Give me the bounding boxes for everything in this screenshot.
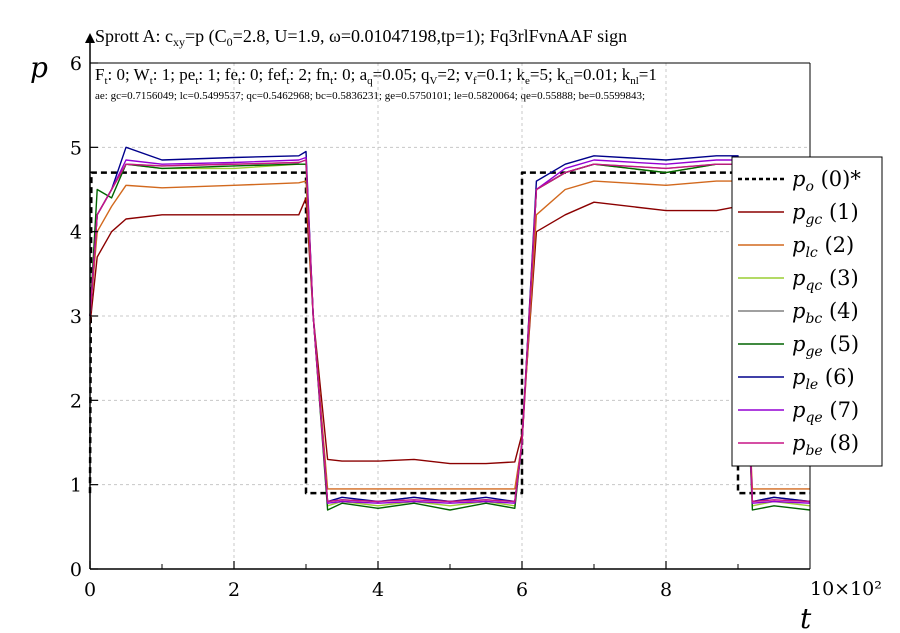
series-line-o bbox=[88, 171, 810, 495]
legend-label: ple (6) bbox=[792, 365, 855, 393]
series-line-lc bbox=[89, 180, 810, 490]
ticks: 0 1 2 3 4 5 6 0 2 4 6 8 bbox=[70, 53, 739, 601]
y-tick-label: 2 bbox=[70, 390, 82, 412]
x-axis-title: t bbox=[800, 602, 812, 633]
y-tick-label: 3 bbox=[70, 306, 82, 328]
x-tick-label: 4 bbox=[372, 579, 384, 601]
ae-line: ae: gc=0.7156049; lc=0.5499537; qc=0.546… bbox=[95, 90, 645, 102]
y-axis-title: p bbox=[30, 51, 48, 84]
series-layer bbox=[88, 146, 811, 511]
x-tick-label: 8 bbox=[660, 579, 672, 601]
series-line-ge bbox=[89, 163, 811, 511]
series-line-gc bbox=[89, 197, 810, 465]
series-line-le bbox=[89, 146, 811, 503]
legend-label: pge (5) bbox=[792, 332, 859, 360]
chart-title: Sprott A: cxy=p (C0=2.8, U=1.9, ω=0.0104… bbox=[95, 26, 627, 49]
x-tick-label: 6 bbox=[516, 579, 528, 601]
series-line-qe bbox=[89, 156, 811, 504]
y-tick-label: 6 bbox=[70, 53, 82, 75]
x-tick-label: 0 bbox=[84, 579, 96, 601]
legend-label: pqc (3) bbox=[792, 266, 859, 294]
x-multiplier-label: 10×10² bbox=[810, 578, 882, 600]
legend-label: pgc (1) bbox=[792, 200, 859, 228]
legend: po (0)* pgc (1) plc (2) pqc (3) pbc (4) pge (… bbox=[731, 156, 883, 467]
legend-label: pbe (8) bbox=[792, 431, 859, 459]
legend-label: pbc (4) bbox=[792, 299, 859, 327]
legend-label: plc (2) bbox=[792, 233, 854, 261]
x-tick-label: 2 bbox=[228, 579, 240, 601]
y-tick-label: 1 bbox=[70, 475, 82, 497]
y-tick-label: 5 bbox=[70, 137, 82, 159]
grid bbox=[90, 62, 811, 570]
series-line-be bbox=[89, 159, 811, 503]
y-tick-label: 0 bbox=[70, 559, 82, 581]
y-axis-arrow bbox=[85, 33, 95, 43]
legend-label: po (0)* bbox=[792, 167, 861, 195]
params-line: Ft: 0; Wt: 1; pet: 1; fet: 0; feft: 2; f… bbox=[95, 65, 657, 87]
y-tick-label: 4 bbox=[70, 222, 82, 244]
legend-label: pqe (7) bbox=[792, 398, 859, 426]
